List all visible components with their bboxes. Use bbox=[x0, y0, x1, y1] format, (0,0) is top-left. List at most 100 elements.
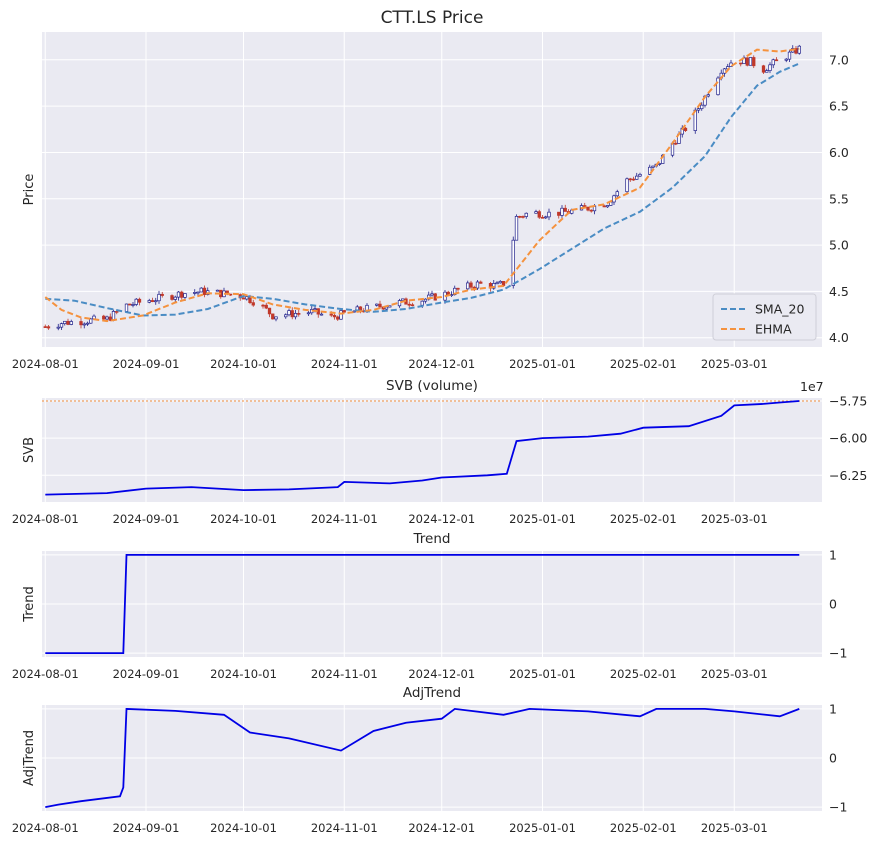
x-tick-label: 2025-02-01 bbox=[610, 357, 677, 371]
y-tick-label: −1 bbox=[829, 646, 847, 661]
candle-body bbox=[410, 304, 415, 307]
candle-body bbox=[154, 300, 158, 303]
candle-body bbox=[137, 298, 142, 303]
candle-body bbox=[297, 312, 301, 315]
candle-body bbox=[797, 45, 801, 54]
x-tick-label: 2024-12-01 bbox=[408, 512, 475, 526]
chart-title: CTT.LS Price bbox=[381, 8, 484, 28]
candle-body bbox=[157, 293, 161, 302]
candle-body bbox=[563, 207, 567, 212]
x-tick-label: 2024-09-01 bbox=[113, 667, 180, 681]
chart-title: SVB (volume) bbox=[386, 378, 478, 394]
x-tick-label: 2024-08-01 bbox=[12, 821, 79, 835]
x-tick-label: 2024-08-01 bbox=[12, 667, 79, 681]
candle-body bbox=[267, 307, 272, 315]
candle-body bbox=[264, 304, 268, 309]
x-tick-label: 2024-11-01 bbox=[311, 512, 378, 526]
candle-body bbox=[748, 57, 753, 66]
candle-body bbox=[339, 310, 343, 320]
candle-body bbox=[540, 216, 545, 219]
candle-body bbox=[560, 207, 564, 216]
candle-body bbox=[739, 62, 743, 65]
legend-label: EHMA bbox=[755, 322, 792, 337]
candle-body bbox=[648, 166, 652, 175]
candle-body bbox=[716, 77, 720, 96]
candle-body bbox=[56, 326, 60, 329]
candle-body bbox=[342, 310, 346, 313]
x-tick-label: 2025-02-01 bbox=[610, 821, 677, 835]
candle-body bbox=[501, 281, 506, 286]
candle-body bbox=[752, 57, 756, 67]
candle-body bbox=[423, 298, 428, 302]
candle-body bbox=[332, 314, 337, 318]
chart-title: Trend bbox=[413, 531, 451, 547]
candle-body bbox=[63, 320, 67, 325]
y-tick-label: 5.0 bbox=[829, 238, 849, 253]
candle-body bbox=[696, 108, 701, 111]
candle-body bbox=[79, 321, 83, 326]
candle-body bbox=[261, 304, 265, 307]
candle-body bbox=[183, 293, 187, 298]
y-tick-label: −5.75 bbox=[829, 393, 867, 408]
plot-content-adjtrend bbox=[45, 707, 800, 808]
x-tick-label: 2025-02-01 bbox=[610, 512, 677, 526]
candle-body bbox=[85, 322, 90, 325]
candle-body bbox=[586, 206, 590, 211]
candle-body bbox=[131, 304, 135, 306]
x-tick-label: 2024-08-01 bbox=[12, 357, 79, 371]
candle-body bbox=[674, 142, 678, 145]
series-line-sma-20 bbox=[45, 62, 800, 317]
x-tick-label: 2024-11-01 bbox=[311, 821, 378, 835]
x-tick-label: 2025-02-01 bbox=[610, 667, 677, 681]
x-tick-label: 2025-01-01 bbox=[509, 821, 576, 835]
x-tick-label: 2024-09-01 bbox=[113, 512, 180, 526]
panel-trend: 2024-08-01 2024-09-01 2024-10-01 2024-11-01… bbox=[12, 531, 848, 681]
candle-body bbox=[602, 205, 606, 208]
candle-body bbox=[635, 175, 639, 180]
candle-body bbox=[69, 321, 73, 325]
candle-body bbox=[115, 311, 119, 313]
candle-body bbox=[329, 313, 333, 316]
candle-body bbox=[544, 216, 548, 219]
candle-body bbox=[199, 287, 203, 293]
candle-body bbox=[313, 308, 317, 310]
x-tick-label: 2025-03-01 bbox=[701, 667, 768, 681]
candle-body bbox=[102, 315, 106, 320]
candle-body bbox=[290, 310, 294, 318]
candle-body bbox=[631, 178, 636, 181]
candle-body bbox=[472, 286, 476, 289]
candle-body bbox=[407, 303, 411, 306]
candle-body bbox=[176, 291, 181, 298]
candle-body bbox=[768, 64, 772, 71]
candle-body bbox=[784, 58, 788, 61]
candle-body bbox=[628, 178, 632, 181]
candle-body bbox=[180, 291, 184, 298]
candle-body bbox=[787, 51, 792, 60]
candle-body bbox=[534, 211, 538, 214]
candle-body bbox=[251, 302, 255, 306]
candle-body bbox=[475, 281, 480, 289]
candle-body bbox=[82, 323, 86, 326]
candle-body bbox=[774, 59, 779, 62]
series-line-trend bbox=[45, 554, 800, 654]
candle-body bbox=[134, 298, 138, 305]
offset-label: 1e7 bbox=[800, 379, 824, 394]
candle-body bbox=[124, 303, 129, 312]
candle-body bbox=[170, 295, 174, 300]
plot-content-trend bbox=[45, 554, 800, 654]
candle-body bbox=[722, 68, 727, 74]
y-tick-label: 5.5 bbox=[829, 191, 849, 206]
candle-body bbox=[46, 326, 51, 329]
y-tick-label: 7.0 bbox=[829, 52, 849, 67]
candle-body bbox=[43, 326, 47, 328]
candle-body bbox=[401, 298, 405, 301]
candle-body bbox=[615, 191, 619, 197]
candle-body bbox=[498, 281, 502, 284]
y-tick-label: −6.25 bbox=[829, 468, 867, 483]
candle-body bbox=[589, 209, 593, 212]
legend: SMA_20 EHMA bbox=[712, 293, 817, 341]
x-tick-label: 2025-01-01 bbox=[509, 357, 576, 371]
y-tick-label: −6.00 bbox=[829, 431, 867, 446]
plot-area-svb bbox=[42, 398, 822, 502]
